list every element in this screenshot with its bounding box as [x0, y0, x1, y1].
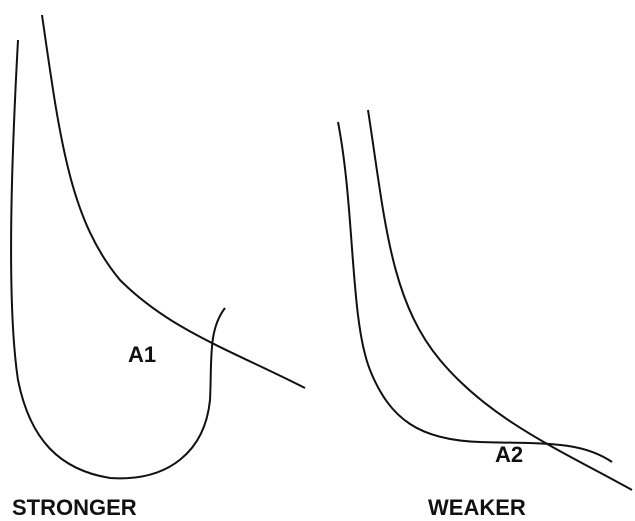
curve — [337, 121, 613, 463]
curve — [10, 39, 226, 480]
area-label: A1 — [128, 342, 156, 367]
caption: WEAKER — [428, 495, 526, 520]
curve — [367, 109, 633, 491]
curve — [41, 14, 306, 389]
area-label: A2 — [495, 442, 523, 467]
caption: STRONGER — [12, 495, 137, 520]
